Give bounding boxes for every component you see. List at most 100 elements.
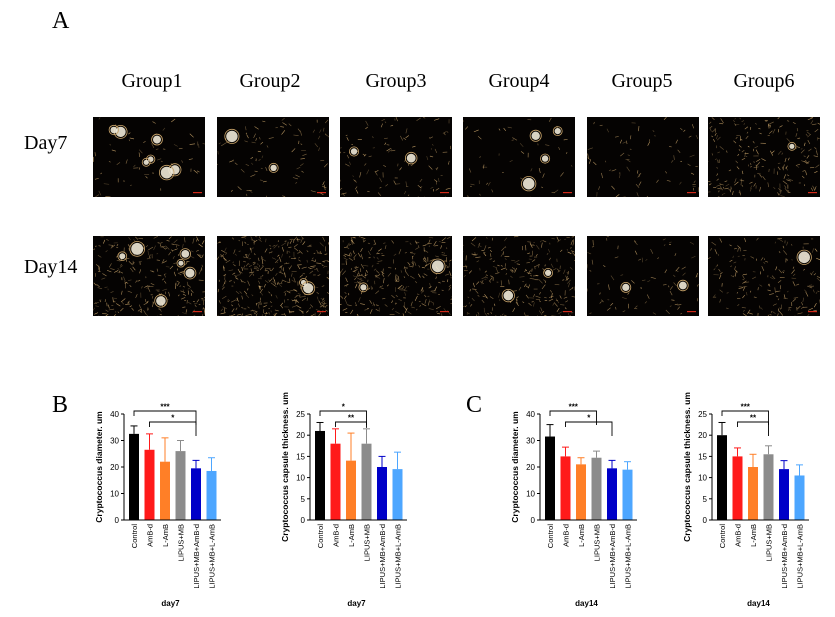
- bar: [160, 461, 170, 520]
- bar: [377, 467, 387, 520]
- y-tick-label: 30: [526, 437, 535, 446]
- micrograph-day7-group1: [93, 117, 205, 197]
- group-label-4: Group4: [488, 70, 550, 92]
- panel-label-b: B: [52, 392, 69, 418]
- micrograph-day14-group4: [463, 236, 575, 316]
- y-tick-label: 25: [698, 410, 707, 419]
- bar: [622, 469, 633, 520]
- category-label: AmB-d: [146, 524, 155, 547]
- category-label: AmB-d: [562, 524, 571, 547]
- category-label: LIPUS+MB: [363, 524, 372, 561]
- bar: [717, 435, 727, 520]
- category-label: LIPUS+MB+L-AmB: [624, 524, 633, 589]
- panel-label-c: C: [466, 392, 483, 418]
- significance-label: **: [750, 414, 757, 423]
- category-label: LIPUS+MB+L-AmB: [796, 524, 805, 589]
- significance-label: **: [348, 414, 355, 423]
- x-axis-label: day7: [161, 599, 180, 608]
- bar: [315, 430, 325, 520]
- category-label: Control: [130, 524, 139, 549]
- category-label: LIPUS+MB: [177, 524, 186, 561]
- category-label: LIPUS+MB+L-AmB: [394, 524, 403, 589]
- micrograph-day7-group2: [217, 117, 329, 197]
- significance-label: *: [171, 414, 175, 423]
- bar: [346, 460, 356, 520]
- category-label: Control: [546, 524, 555, 549]
- y-tick-label: 20: [296, 431, 305, 440]
- micrograph-day14-group5: [587, 236, 699, 316]
- y-tick-label: 5: [301, 495, 306, 504]
- category-label: Control: [316, 524, 325, 549]
- micrograph-day7-group5: [587, 117, 699, 197]
- y-tick-label: 0: [703, 516, 708, 525]
- y-tick-label: 25: [296, 410, 305, 419]
- category-label: LIPUS+MB+AmB-d: [780, 524, 789, 589]
- category-label: L-AmB: [749, 524, 758, 547]
- category-label: LIPUS+MB+AmB-d: [608, 524, 617, 589]
- category-label: L-AmB: [347, 524, 356, 547]
- chart-diameter-day14: 0 10 20 30 40 Cryptococcus diameter. um Contro…: [506, 388, 656, 613]
- micrograph-day14-group2: [217, 236, 329, 316]
- group-label-5: Group5: [611, 70, 673, 92]
- y-tick-label: 10: [296, 474, 305, 483]
- bar: [392, 469, 403, 520]
- bar: [144, 449, 155, 520]
- chart-capsule-day14: 0 5 10 15 20 25 Cryptococcus capsule thickness…: [678, 388, 828, 613]
- category-label: Control: [718, 524, 727, 549]
- category-label: L-AmB: [161, 524, 170, 547]
- group-label-2: Group2: [239, 70, 301, 92]
- category-label: LIPUS+MB+L-AmB: [208, 524, 217, 589]
- significance-bracket: [549, 410, 597, 425]
- y-tick-label: 20: [110, 463, 119, 472]
- bar: [591, 457, 602, 520]
- y-tick-label: 15: [698, 452, 707, 461]
- significance-bracket: [565, 421, 613, 436]
- y-tick-label: 0: [115, 516, 120, 525]
- y-tick-label: 40: [526, 410, 535, 419]
- bar: [779, 469, 789, 520]
- micrograph-day14-group3: [340, 236, 452, 316]
- bar: [330, 443, 341, 520]
- x-axis-label: day14: [575, 599, 598, 608]
- day-label-14: Day14: [24, 256, 78, 278]
- group-label-6: Group6: [733, 70, 795, 92]
- bar: [361, 443, 372, 520]
- chart-diameter-day7: 0 10 20 30 40 Cryptococcus diameter. um Contro…: [90, 388, 240, 613]
- significance-bracket: [737, 421, 769, 436]
- bar: [560, 456, 571, 520]
- y-axis-label: Cryptococcus capsule thickness. um: [682, 392, 692, 542]
- significance-label: *: [587, 414, 591, 423]
- significance-label: ***: [160, 403, 170, 412]
- bar: [607, 468, 617, 520]
- category-label: LIPUS+MB+AmB-d: [192, 524, 201, 589]
- significance-label: ***: [741, 403, 751, 412]
- y-tick-label: 15: [296, 452, 305, 461]
- y-axis-label: Cryptococcus capsule thickness. um: [280, 392, 290, 542]
- x-axis-label: day14: [747, 599, 770, 608]
- bar: [794, 475, 805, 520]
- day-label-7: Day7: [24, 132, 68, 154]
- group-label-1: Group1: [121, 70, 183, 92]
- micrograph-day14-group6: [708, 236, 820, 316]
- bar: [732, 456, 743, 520]
- category-label: AmB-d: [332, 524, 341, 547]
- bar: [748, 467, 758, 520]
- significance-bracket: [335, 421, 367, 428]
- category-label: LIPUS+MB: [593, 524, 602, 561]
- y-tick-label: 0: [531, 516, 536, 525]
- y-tick-label: 40: [110, 410, 119, 419]
- bar: [175, 451, 186, 520]
- category-label: L-AmB: [577, 524, 586, 547]
- y-tick-label: 5: [703, 495, 708, 504]
- panel-label-a: A: [52, 8, 70, 34]
- y-axis-label: Cryptococcus diameter. um: [510, 411, 520, 523]
- chart-capsule-day7: 0 5 10 15 20 25 Cryptococcus capsule thickness…: [276, 388, 426, 613]
- y-axis-label: Cryptococcus diameter. um: [94, 411, 104, 523]
- bar: [545, 436, 555, 520]
- micrograph-day7-group3: [340, 117, 452, 197]
- significance-label: *: [342, 403, 346, 412]
- category-label: AmB-d: [734, 524, 743, 547]
- bar: [206, 470, 217, 520]
- micrograph-day7-group4: [463, 117, 575, 197]
- bar: [191, 468, 201, 520]
